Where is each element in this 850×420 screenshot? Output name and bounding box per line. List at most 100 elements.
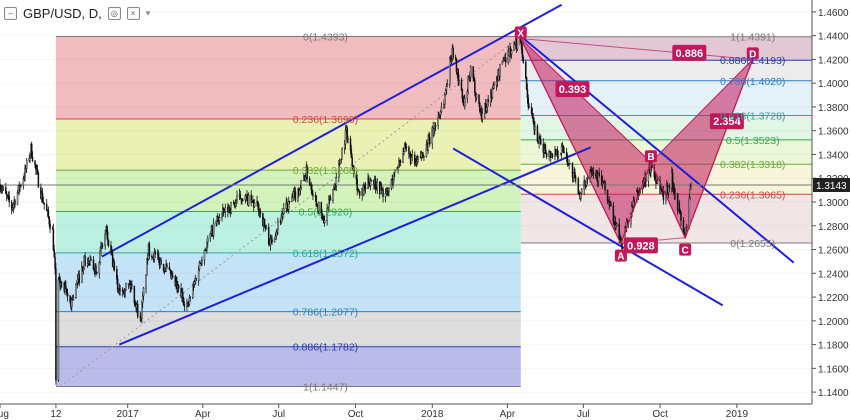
candle-body bbox=[54, 256, 56, 269]
candle-body bbox=[382, 189, 384, 198]
candle-body bbox=[454, 56, 457, 60]
candle-body bbox=[207, 237, 209, 243]
candle-body bbox=[209, 233, 212, 239]
candle-body bbox=[192, 285, 194, 298]
candle-body bbox=[186, 303, 188, 307]
candle-body bbox=[536, 126, 539, 142]
candle-body bbox=[323, 220, 326, 224]
candle-body bbox=[580, 193, 582, 200]
candle-body bbox=[353, 167, 355, 174]
channel-line bbox=[118, 146, 592, 346]
candle-body bbox=[474, 80, 476, 93]
time-tick-label: Oct bbox=[652, 409, 668, 420]
candle-body bbox=[224, 207, 227, 213]
candle-body bbox=[458, 79, 460, 82]
candle-body bbox=[145, 274, 147, 289]
candle-body bbox=[41, 192, 44, 203]
candle-body bbox=[230, 202, 232, 213]
candle-body bbox=[49, 223, 51, 230]
candle-body bbox=[433, 128, 435, 136]
candle-body bbox=[689, 188, 691, 199]
fib-level-label: 0.236(1.3065) bbox=[720, 189, 785, 201]
fib-level-label: 0.786(1.4020) bbox=[720, 76, 785, 88]
candle-body bbox=[273, 238, 276, 243]
candle-body bbox=[189, 297, 192, 299]
candle-body bbox=[206, 242, 208, 250]
collapse-icon[interactable]: – bbox=[4, 6, 17, 20]
candle-body bbox=[615, 225, 617, 228]
pattern-point-label: B bbox=[647, 152, 654, 163]
candle-body bbox=[92, 259, 95, 270]
pattern-point-label: D bbox=[749, 49, 756, 60]
candle-body bbox=[329, 197, 332, 201]
candle-body bbox=[265, 226, 267, 229]
settings-icon[interactable]: ◎ bbox=[107, 6, 121, 20]
candle-body bbox=[493, 84, 495, 86]
candle-body bbox=[370, 179, 373, 182]
candle-body bbox=[177, 285, 180, 289]
candle-body bbox=[168, 266, 171, 271]
candle-body bbox=[203, 249, 206, 261]
candle-body bbox=[585, 178, 588, 186]
candle-body bbox=[10, 201, 13, 210]
fibonacci-bands bbox=[55, 36, 812, 387]
pattern-point-marker bbox=[679, 243, 692, 256]
candle-body bbox=[107, 239, 110, 246]
candle-body bbox=[306, 166, 308, 179]
candle-body bbox=[57, 278, 60, 381]
price-tick-label: 1.4400 bbox=[818, 32, 849, 43]
fib-band bbox=[55, 311, 521, 347]
candle-body bbox=[398, 160, 400, 168]
time-axis-bg bbox=[0, 404, 850, 420]
candle-body bbox=[612, 205, 615, 222]
candle-body bbox=[310, 185, 313, 191]
candle-body bbox=[215, 220, 217, 224]
symbol-title[interactable]: GBP/USD, D, bbox=[23, 5, 102, 21]
candle-body bbox=[76, 282, 78, 286]
pattern-point-label: X bbox=[517, 28, 524, 39]
candle-body bbox=[76, 278, 79, 284]
candle-body bbox=[462, 98, 464, 102]
candle-body bbox=[312, 194, 314, 197]
fib-level-label: 0.786(1.2077) bbox=[293, 307, 358, 319]
candle-body bbox=[5, 186, 7, 194]
candle-body bbox=[526, 88, 529, 99]
candle-body bbox=[280, 216, 282, 223]
channel-line bbox=[101, 3, 563, 258]
candle-body bbox=[492, 85, 494, 89]
fib-band bbox=[520, 36, 812, 61]
candle-body bbox=[358, 191, 361, 196]
candle-body bbox=[678, 203, 681, 211]
fib-band bbox=[55, 346, 521, 387]
candle-body bbox=[288, 200, 291, 203]
candle-body bbox=[656, 180, 659, 184]
candle-body bbox=[78, 274, 81, 283]
pattern-point-label: C bbox=[682, 246, 689, 257]
candle-body bbox=[610, 202, 612, 207]
chevron-down-icon[interactable]: ▾ bbox=[145, 7, 151, 18]
candle-body bbox=[472, 66, 474, 78]
candle-body bbox=[437, 116, 439, 126]
candle-body bbox=[461, 89, 464, 99]
candle-body bbox=[234, 202, 237, 206]
candle-body bbox=[414, 154, 416, 165]
candle-body bbox=[527, 97, 530, 108]
time-tick-label: 2019 bbox=[726, 409, 749, 420]
candle-body bbox=[388, 187, 390, 192]
chart-header: – GBP/USD, D, ◎ × ▾ bbox=[0, 0, 150, 26]
candle-body bbox=[572, 172, 575, 178]
time-tick-label: Jul bbox=[272, 409, 285, 420]
candle-body bbox=[604, 181, 606, 191]
candle-body bbox=[606, 189, 609, 202]
trend-lines bbox=[0, 3, 812, 387]
candle-body bbox=[86, 263, 89, 266]
candle-body bbox=[72, 297, 75, 300]
candle-body bbox=[195, 278, 197, 281]
fib-level-label: 0(1.2655) bbox=[730, 238, 775, 250]
candle-body bbox=[534, 126, 536, 130]
candle-body bbox=[71, 299, 73, 308]
candle-body bbox=[478, 94, 480, 104]
fib-level-label: 0.886(1.4193) bbox=[720, 55, 785, 67]
close-icon[interactable]: × bbox=[126, 6, 140, 20]
